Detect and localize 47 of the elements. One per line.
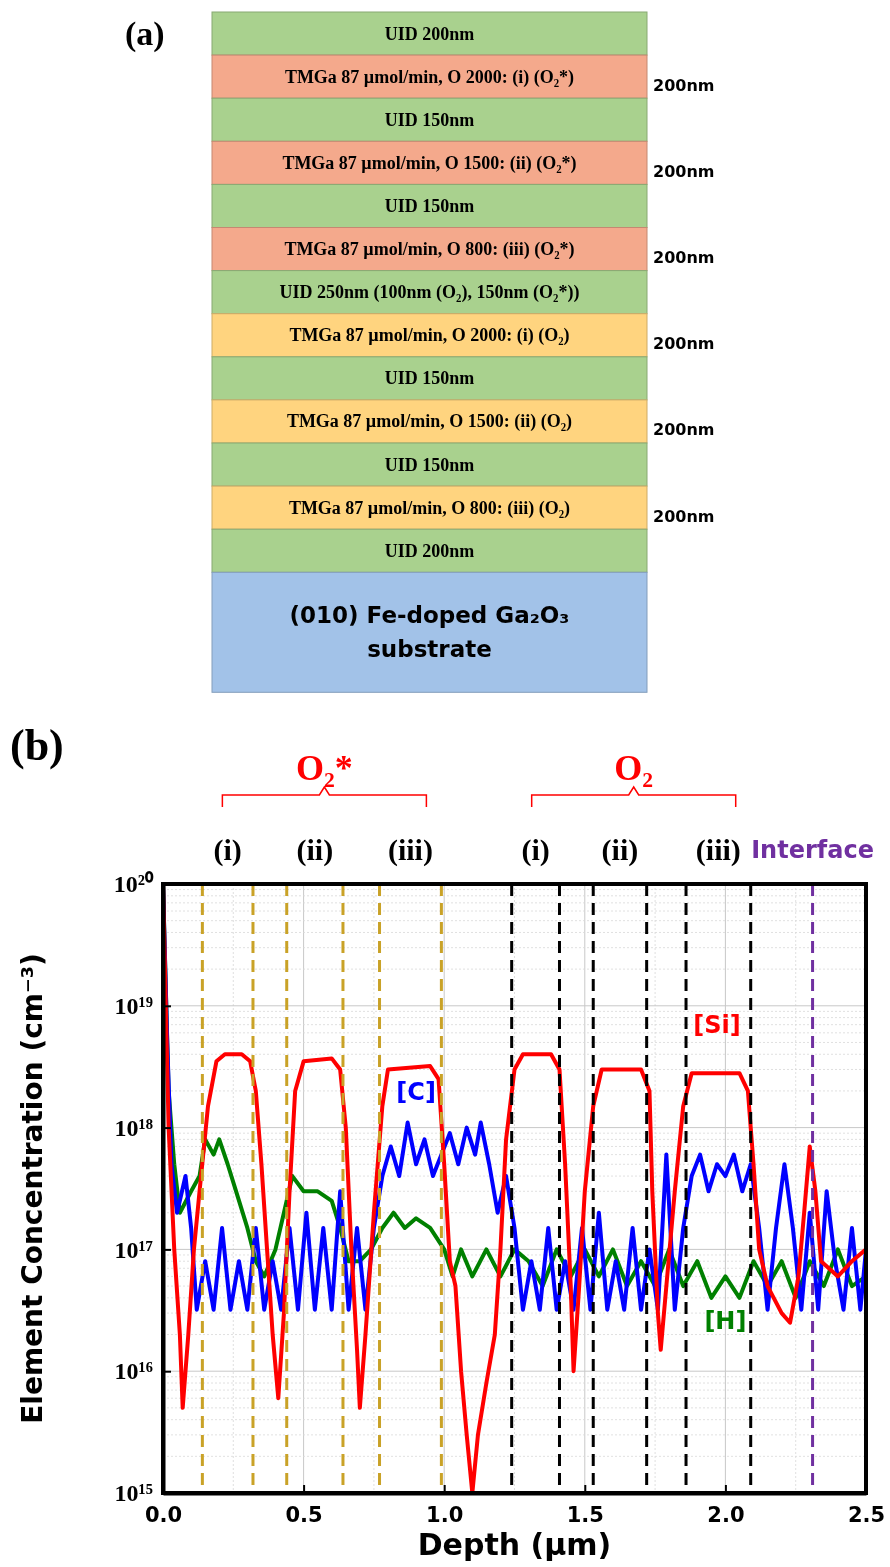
x-tick-label: 2.5: [847, 1502, 886, 1527]
y-tick-label: 10¹⁷: [114, 1236, 153, 1263]
category-label: UID 150nm: [384, 368, 475, 389]
text: (a): [125, 15, 165, 53]
category-label: TMGa 87 µmol/min, O 1500: (ii) (O₂*): [282, 152, 577, 174]
category-label: UID 200nm: [384, 23, 475, 44]
text: (iii): [695, 833, 741, 867]
y-tick-label: 10¹⁹: [114, 992, 153, 1019]
x-tick-label: 1.0: [426, 1502, 464, 1527]
x-tick-label: 1.5: [566, 1502, 604, 1527]
line-series: [163, 884, 866, 1493]
category-label: TMGa 87 µmol/min, O 800: (iii) (O₂): [288, 497, 571, 519]
series-label: [H]: [704, 1307, 747, 1336]
category-label: TMGa 87 µmol/min, O 2000: (i) (O₂): [289, 325, 570, 347]
series-label: [C]: [396, 1077, 436, 1106]
text: 200nm: [653, 420, 715, 440]
ref-line-label: Interface: [751, 836, 874, 864]
text: (ii): [601, 833, 639, 867]
category-label: TMGa 87 µmol/min, O 800: (iii) (O₂*): [284, 239, 575, 261]
text: 200nm: [653, 75, 715, 95]
text: (i): [521, 833, 550, 867]
chart-title: (b): [10, 721, 64, 770]
x-axis-title: Depth (µm): [417, 1527, 612, 1562]
category-label: TMGa 87 µmol/min, O 1500: (ii) (O₂): [286, 411, 573, 433]
text: 200nm: [653, 248, 715, 268]
category-label: UID 150nm: [384, 195, 475, 216]
text: (i): [213, 833, 242, 867]
x-tick-label: 0.5: [285, 1502, 323, 1527]
category-label: (010) Fe-doped Ga₂O₃ substrate: [289, 602, 570, 663]
text: 200nm: [653, 161, 715, 181]
series-label: [Si]: [693, 1010, 741, 1039]
text: 200nm: [653, 334, 715, 354]
category-label: TMGa 87 µmol/min, O 2000: (i) (O₂*): [284, 66, 575, 88]
category-label: UID 200nm: [384, 540, 475, 561]
y-axis-title: Element Concentration (cm⁻³): [16, 953, 49, 1424]
y-tick-label: 10¹⁶: [114, 1358, 153, 1385]
category-label: UID 150nm: [384, 109, 475, 130]
text: (iii): [387, 833, 433, 867]
text: (ii): [296, 833, 334, 867]
category-label: UID 250nm (100nm (O₂), 150nm (O₂*)): [279, 282, 580, 304]
y-tick-label: 10¹⁸: [114, 1114, 153, 1141]
text: O₂*: [295, 748, 353, 788]
y-tick-label: 10²⁰: [113, 871, 154, 898]
x-tick-label: 2.0: [707, 1502, 745, 1527]
category-label: UID 150nm: [384, 454, 475, 475]
text: 200nm: [653, 506, 715, 526]
text: O₂: [614, 748, 654, 788]
